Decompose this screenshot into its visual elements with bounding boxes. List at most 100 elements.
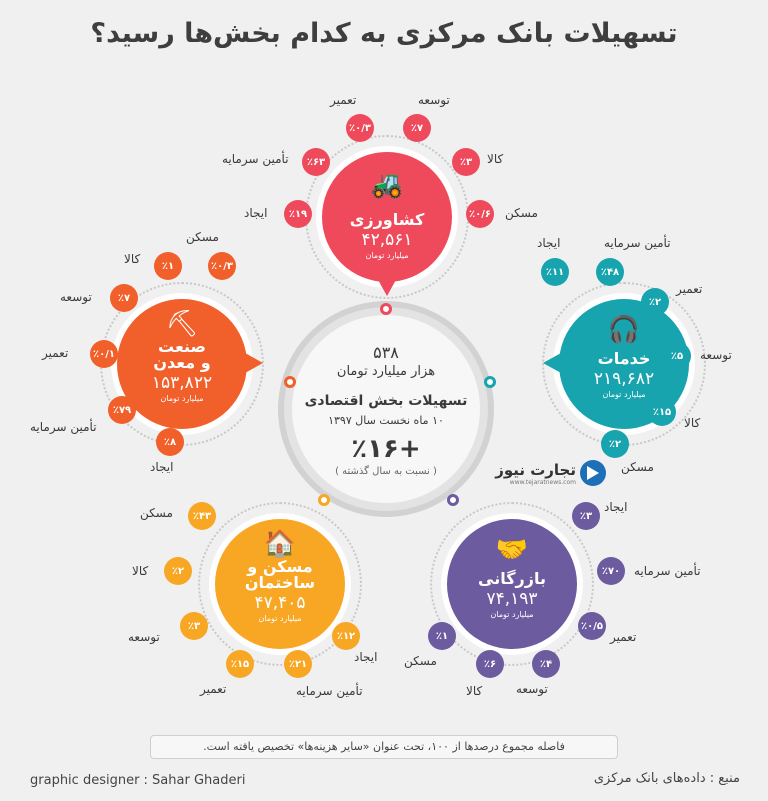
designer-credit: graphic designer : Sahar Ghaderi (30, 773, 246, 788)
commerce-ring (430, 502, 594, 666)
label: تعمیر (676, 282, 703, 296)
sector-unit: میلیارد تومان (490, 610, 534, 619)
sector-name-line2: و معدن (153, 353, 211, 372)
sector-name-line1: مسکن و (247, 557, 313, 576)
label: تعمیر (42, 346, 69, 360)
sector-name: خدمات (597, 349, 651, 368)
label: ایجاد (354, 650, 378, 664)
label: مسکن (404, 654, 437, 668)
hub-center (292, 315, 480, 503)
tractor-icon: 🚜 (370, 170, 404, 200)
hub-total-unit: هزار میلیارد تومان (336, 364, 436, 379)
sector-name-line1: صنعت (158, 337, 206, 356)
label: کالا (684, 416, 701, 430)
logo-name: تجارت نیوز (495, 461, 576, 479)
hub-dot-commerce (447, 494, 459, 506)
badge: ٪۷ (403, 114, 431, 142)
label: مسکن (186, 230, 219, 244)
hub-total: ۵۳۸ (373, 343, 399, 362)
badge: ٪۳ (452, 148, 480, 176)
label: کالا (132, 564, 149, 578)
label: تعمیر (330, 93, 357, 107)
sector-agriculture: 🚜 کشاورزی ۴۲,۵۶۱ میلیارد تومان (322, 152, 452, 296)
badge: ٪۷۰ (597, 557, 625, 585)
badge: ٪۶۳ (302, 148, 330, 176)
badge: ٪۱۱ (541, 258, 569, 286)
badge: ٪۱۹ (284, 200, 312, 228)
label: تعمیر (200, 682, 227, 696)
hub-growth-note: ( نسبت به سال گذشته ) (335, 466, 437, 477)
badge: ٪۸ (156, 428, 184, 456)
badge: ٪۱۲ (332, 622, 360, 650)
sector-unit: میلیارد تومان (602, 390, 646, 399)
logo-url: www.tejaratnews.com (509, 479, 576, 486)
label: توسعه (700, 348, 732, 362)
badge: ٪۱۵ (648, 398, 676, 426)
badge: ٪۲ (641, 288, 669, 316)
sector-housing: 🏠 مسکن و ساختمان ۴۷,۴۰۵ میلیارد تومان (215, 519, 345, 649)
badge: ٪۳ (180, 612, 208, 640)
housing-ring (198, 502, 362, 666)
mining-cart-icon: ⛏ (165, 309, 199, 339)
sector-commerce: 🤝 بازرگانی ۷۴,۱۹۳ میلیارد تومان (447, 519, 577, 649)
hub-dot-services (484, 376, 496, 388)
badge: ٪۷۹ (108, 396, 136, 424)
badge: ٪۰/۶ (466, 200, 494, 228)
play-icon (580, 460, 606, 486)
house-icon: 🏠 (263, 529, 297, 559)
headset-icon: 🎧 (607, 315, 641, 345)
label: تأمین سرمایه (30, 420, 97, 434)
sector-name: کشاورزی (349, 210, 425, 229)
label: تأمین سرمایه (634, 564, 701, 578)
hub-heading: تسهیلات بخش اقتصادی (304, 393, 468, 409)
tejarat-news-logo: تجارت نیوز www.tejaratnews.com (488, 460, 606, 490)
label: تأمین سرمایه (604, 236, 671, 250)
badge: ٪۱۵ (226, 650, 254, 678)
label: کالا (124, 252, 141, 266)
sector-name-line2: ساختمان (244, 573, 316, 592)
badge: ٪۰/۳ (346, 114, 374, 142)
badge: ٪۴۳ (188, 502, 216, 530)
badge: ٪۰/۱ (90, 340, 118, 368)
label: ایجاد (244, 206, 268, 220)
hub-growth: +٪۱۶ (351, 434, 421, 464)
sector-unit: میلیارد تومان (258, 614, 302, 623)
sector-value: ۴۷,۴۰۵ (254, 593, 306, 613)
badge: ٪۲ (164, 557, 192, 585)
sector-unit: میلیارد تومان (160, 394, 204, 403)
hub-dot-agriculture (380, 303, 392, 315)
label: ایجاد (150, 460, 174, 474)
label: توسعه (60, 290, 92, 304)
badge: ٪۲ (601, 430, 629, 458)
footnote: فاصله مجموع درصدها از ۱۰۰، تحت عنوان «سا… (150, 735, 618, 759)
label: توسعه (128, 630, 160, 644)
badge: ٪۴ (532, 650, 560, 678)
sector-value: ۴۲,۵۶۱ (361, 230, 413, 250)
badge: ٪۲۱ (284, 650, 312, 678)
label: تعمیر (610, 630, 637, 644)
hub-dot-housing (318, 494, 330, 506)
badge: ٪۰/۳ (208, 252, 236, 280)
sector-industry: ⛏ صنعت و معدن ۱۵۳,۸۲۲ میلیارد تومان (117, 299, 263, 429)
hub-period: ۱۰ ماه نخست سال ۱۳۹۷ (328, 414, 444, 427)
badge: ٪۷ (110, 284, 138, 312)
badge: ٪۳ (572, 502, 600, 530)
sector-name: بازرگانی (478, 569, 546, 588)
label: توسعه (516, 682, 548, 696)
label: توسعه (418, 93, 450, 107)
sector-value: ۷۴,۱۹۳ (486, 589, 538, 609)
badge: ٪۴۸ (596, 258, 624, 286)
badge: ٪۰/۵ (578, 612, 606, 640)
label: کالا (466, 684, 483, 698)
badge: ٪۵ (663, 342, 691, 370)
sector-value: ۱۵۳,۸۲۲ (151, 373, 213, 393)
sector-unit: میلیارد تومان (365, 251, 409, 260)
label: کالا (487, 152, 504, 166)
source-credit: منبع : داده‌های بانک مرکزی (593, 771, 740, 786)
label: ایجاد (604, 500, 628, 514)
badge: ٪۱ (428, 622, 456, 650)
label: مسکن (621, 460, 654, 474)
label: مسکن (505, 206, 538, 220)
hub-dot-industry (284, 376, 296, 388)
sector-value: ۲۱۹,۶۸۲ (593, 369, 655, 389)
